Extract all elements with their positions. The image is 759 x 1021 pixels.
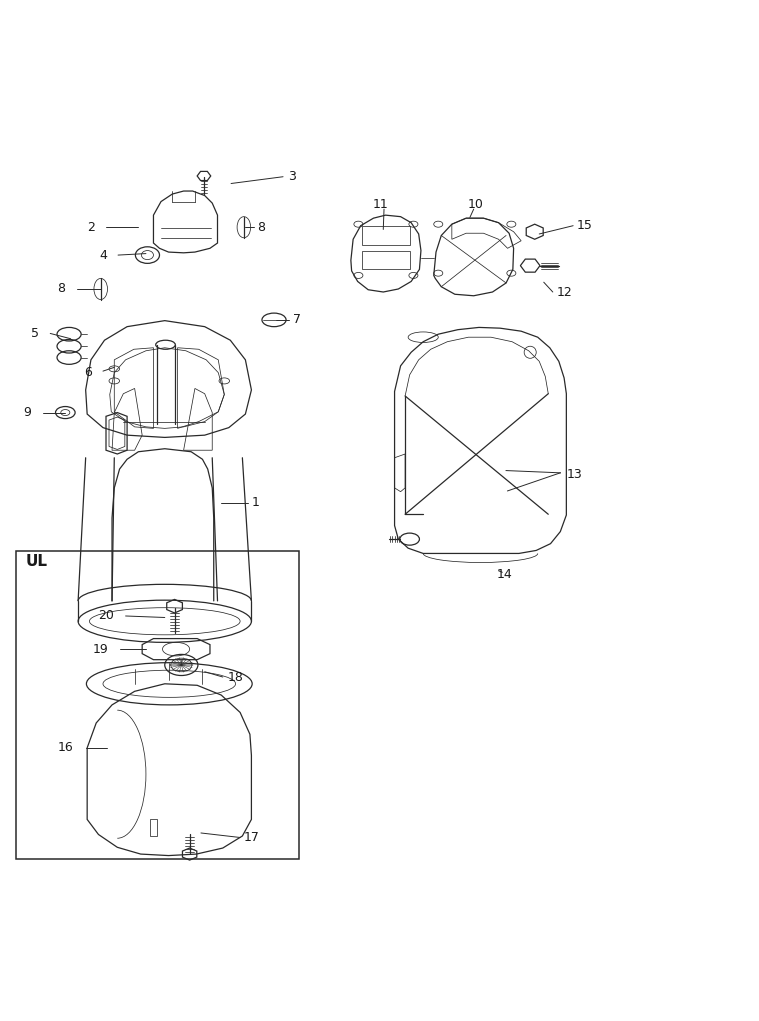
Text: 9: 9 [23,406,30,419]
Text: 8: 8 [58,283,65,295]
Text: 12: 12 [556,286,572,298]
Text: 18: 18 [227,671,243,684]
Text: 15: 15 [577,220,593,232]
Text: 16: 16 [58,741,74,755]
Text: 1: 1 [251,496,260,509]
Text: 6: 6 [83,367,92,379]
Text: 8: 8 [257,221,266,234]
Text: 7: 7 [293,313,301,327]
Text: 14: 14 [496,568,512,581]
Text: 5: 5 [31,327,39,340]
Text: 11: 11 [373,198,389,211]
Text: 19: 19 [93,642,109,655]
Text: 10: 10 [468,198,484,211]
Text: 13: 13 [566,468,582,481]
Text: 20: 20 [99,610,115,623]
Text: 17: 17 [244,831,260,844]
Text: 2: 2 [87,221,95,234]
Text: 4: 4 [99,249,107,262]
Text: 3: 3 [288,171,295,183]
Text: UL: UL [25,554,47,570]
